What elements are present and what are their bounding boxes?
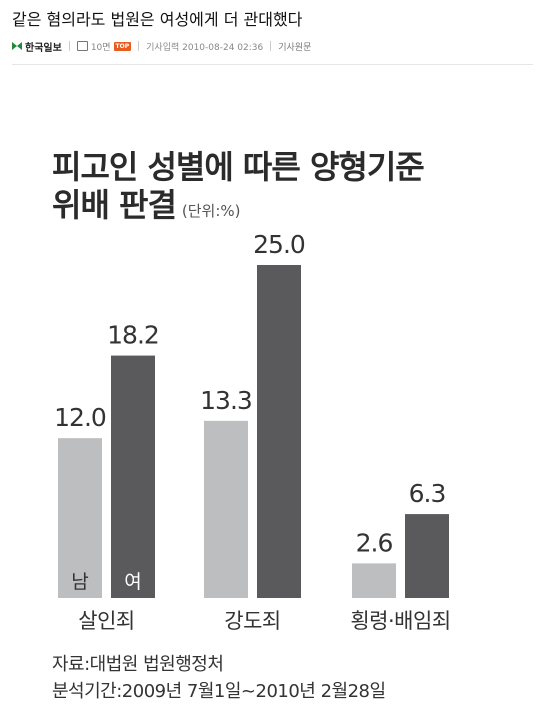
- bar-value-label: 25.0: [253, 230, 305, 259]
- hankook-ilbo-logo-icon: [12, 42, 22, 50]
- bar-value-label: 6.3: [409, 479, 446, 508]
- divider: [68, 41, 70, 51]
- header-divider: [12, 64, 533, 65]
- article-date: 기사입력 2010-08-24 02:36: [146, 42, 264, 53]
- divider: [138, 41, 140, 51]
- legend-label-여: 여: [124, 571, 141, 593]
- chart-title-line-2: 위배 판결 (단위:%): [52, 186, 492, 230]
- category-label: 횡령·배임죄: [350, 609, 450, 633]
- chart-title-line-2-text: 위배 판결: [52, 186, 177, 224]
- bar-여-0: [111, 355, 155, 598]
- divider: [270, 41, 272, 51]
- chart-source-note: 자료:대법원 법원행정처: [52, 654, 224, 675]
- page-count: 10면: [90, 42, 111, 53]
- bar-value-label: 2.6: [356, 528, 393, 557]
- bar-value-label: 18.2: [107, 321, 159, 350]
- newspaper-page-icon: [76, 41, 88, 51]
- bar-남-0: [58, 438, 102, 598]
- top-badge: TOP: [113, 41, 132, 51]
- bar-value-label: 12.0: [54, 403, 106, 432]
- article-meta-bar: 한국일보 10면 TOP 기사입력 2010-08-24 02:36 기사원문: [12, 35, 525, 57]
- chart-title: 피고인 성별에 따른 양형기준 위배 판결 (단위:%): [52, 148, 492, 230]
- publisher-name: 한국일보: [25, 42, 62, 54]
- bar-남-1: [204, 420, 248, 598]
- category-label: 살인죄: [78, 609, 134, 633]
- publisher-logo[interactable]: 한국일보: [12, 39, 62, 54]
- bar-value-label: 13.3: [200, 386, 252, 415]
- category-label: 강도죄: [224, 609, 280, 633]
- legend-label-남: 남: [71, 571, 88, 593]
- bar-여-1: [257, 265, 301, 598]
- bar-남-2: [352, 563, 396, 598]
- chart-period-note: 분석기간:2009년 7월1일~2010년 2월28일: [52, 681, 386, 702]
- chart-title-line-1: 피고인 성별에 따른 양형기준: [52, 148, 425, 186]
- chart-unit-label: (단위:%): [181, 202, 241, 220]
- original-article-link[interactable]: 기사원문: [278, 42, 312, 53]
- article-headline: 같은 혐의라도 법원은 여성에게 더 관대했다: [12, 10, 303, 29]
- bar-여-2: [405, 514, 449, 598]
